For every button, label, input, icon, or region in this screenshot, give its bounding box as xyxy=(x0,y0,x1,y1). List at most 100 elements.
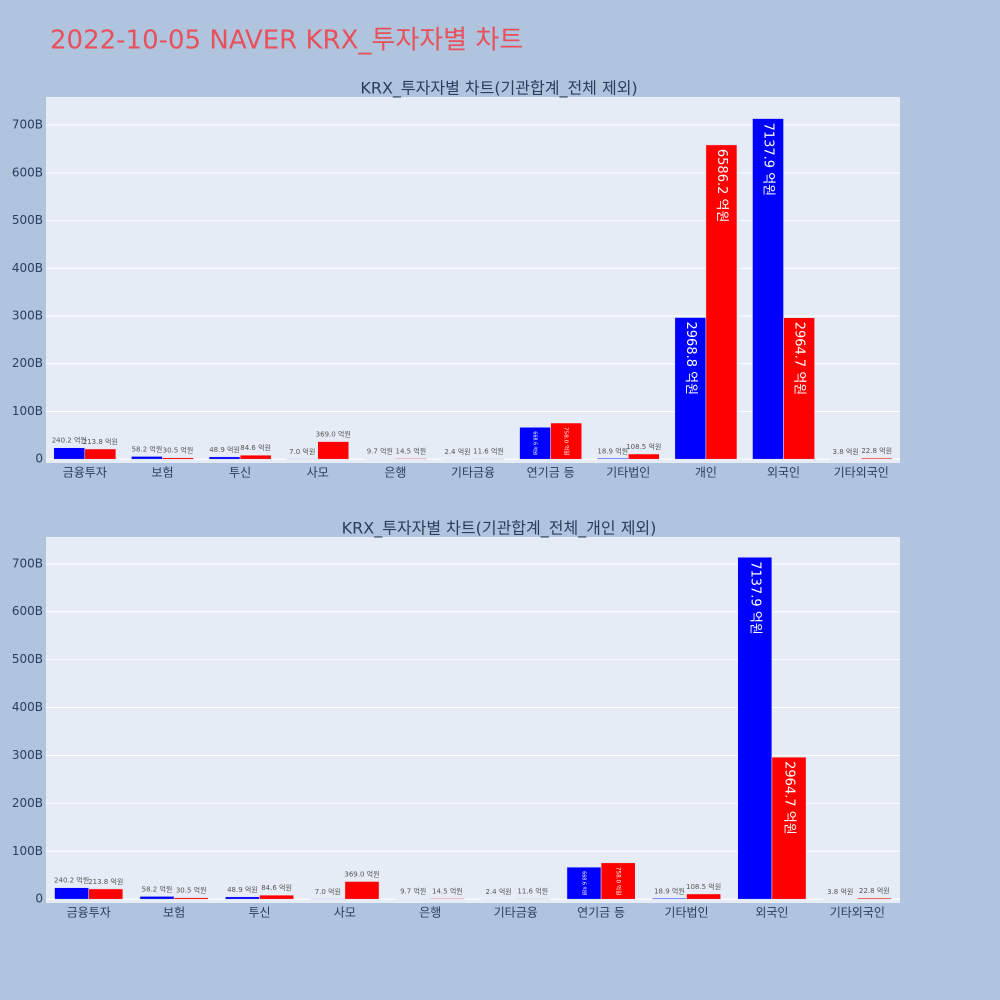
x-tick-label: 기타외국인 xyxy=(830,906,885,920)
value-label: 3.8 억원 xyxy=(827,887,853,896)
bar xyxy=(752,118,784,460)
value-label: 84.6 억원 xyxy=(261,883,292,892)
x-tick-label: 사모 xyxy=(307,466,329,480)
value-label: 108.5 억원 xyxy=(626,442,661,451)
value-label: 2.4 억원 xyxy=(485,887,511,896)
y-tick-label: 200B xyxy=(12,356,43,370)
x-tick-label: 외국인 xyxy=(755,906,788,920)
value-label: 2968.8 억원 xyxy=(683,322,698,396)
bar xyxy=(550,422,582,460)
x-tick-label: 사모 xyxy=(334,906,356,920)
x-tick-label: 금융투자 xyxy=(63,466,107,480)
bar xyxy=(317,441,350,460)
y-tick-label: 400B xyxy=(12,261,43,275)
value-label: 30.5 억원 xyxy=(163,446,194,455)
value-label: 11.6 억원 xyxy=(473,447,504,456)
bar xyxy=(225,896,260,900)
y-tick-label: 600B xyxy=(12,604,43,618)
value-label: 48.9 억원 xyxy=(209,445,240,454)
bar xyxy=(139,896,175,900)
value-label: 2964.7 억원 xyxy=(781,761,796,835)
bar xyxy=(686,893,721,900)
x-tick-label: 은행 xyxy=(384,465,406,480)
bar xyxy=(519,427,551,460)
value-label: 58.2 억원 xyxy=(142,884,173,893)
bar xyxy=(208,456,241,460)
y-tick-label: 300B xyxy=(12,748,43,762)
x-tick-label: 개인 xyxy=(695,466,717,480)
y-tick-label: 400B xyxy=(12,700,43,714)
value-label: 14.5 억원 xyxy=(432,886,463,895)
value-label: 6586.2 억원 xyxy=(714,149,729,223)
y-tick-label: 100B xyxy=(12,844,43,858)
x-tick-label: 기타금융 xyxy=(494,906,538,920)
value-label: 58.2 억원 xyxy=(132,444,163,453)
value-label: 18.9 억원 xyxy=(654,886,685,895)
bar xyxy=(430,898,465,900)
value-label: 14.5 억원 xyxy=(396,446,427,455)
value-label: 7.0 억원 xyxy=(289,447,315,456)
bar xyxy=(600,862,636,900)
y-tick-label: 700B xyxy=(12,556,43,570)
y-tick-label: 700B xyxy=(12,118,43,132)
value-label: 22.8 억원 xyxy=(859,886,890,895)
bar xyxy=(860,457,893,460)
value-label: 240.2 억원 xyxy=(54,876,89,885)
bar xyxy=(566,866,602,900)
x-tick-label: 보험 xyxy=(151,466,173,480)
bar xyxy=(472,458,505,460)
value-label: 2.4 억원 xyxy=(444,447,470,456)
bar xyxy=(173,897,209,900)
bar xyxy=(131,456,163,460)
y-tick-label: 0 xyxy=(35,452,43,466)
bar xyxy=(857,897,892,900)
value-label: 369.0 억원 xyxy=(344,869,379,878)
value-label: 3.8 억원 xyxy=(833,447,859,456)
chart-title: KRX_투자자별 차트(기관합계_전체_개인 제외) xyxy=(342,519,657,539)
value-label: 7137.9 억원 xyxy=(747,561,762,635)
bar xyxy=(84,448,117,460)
bar xyxy=(771,756,807,900)
value-label: 213.8 억원 xyxy=(83,437,118,446)
value-label: 213.8 억원 xyxy=(88,877,123,886)
x-tick-label: 기타법인 xyxy=(664,906,708,920)
y-tick-label: 300B xyxy=(12,309,43,323)
x-tick-label: 연기금 등 xyxy=(577,906,625,920)
value-label: 668.6 억원 xyxy=(581,871,588,895)
bar xyxy=(737,556,773,900)
y-tick-label: 500B xyxy=(12,213,43,227)
x-tick-label: 은행 xyxy=(419,905,441,920)
bar xyxy=(259,894,294,900)
x-tick-label: 기타외국인 xyxy=(834,466,889,480)
bar xyxy=(674,317,707,460)
bar xyxy=(344,881,380,900)
y-tick-label: 100B xyxy=(12,404,43,418)
x-tick-label: 보험 xyxy=(163,906,185,920)
x-tick-label: 투신 xyxy=(248,906,270,920)
x-tick-label: 기타법인 xyxy=(606,466,650,480)
value-label: 108.5 억원 xyxy=(686,882,721,891)
x-tick-label: 투신 xyxy=(229,466,251,480)
value-label: 2964.7 억원 xyxy=(792,322,807,396)
value-label: 11.6 억원 xyxy=(517,887,548,896)
bar xyxy=(53,447,86,460)
value-label: 369.0 억원 xyxy=(316,430,351,439)
value-label: 758.0 억원 xyxy=(563,427,571,455)
bar xyxy=(88,888,124,900)
bar xyxy=(783,317,815,460)
bar xyxy=(395,458,427,460)
bar xyxy=(628,453,660,460)
value-label: 30.5 억원 xyxy=(176,886,207,895)
value-label: 7.0 억원 xyxy=(315,887,341,896)
value-label: 758.0 억원 xyxy=(615,867,623,896)
value-label: 84.6 억원 xyxy=(240,443,271,452)
value-label: 7137.9 억원 xyxy=(761,123,776,197)
bar xyxy=(515,898,551,900)
bar xyxy=(162,457,194,460)
y-tick-label: 200B xyxy=(12,796,43,810)
y-tick-label: 600B xyxy=(12,165,43,179)
bar xyxy=(239,454,272,460)
value-label: 22.8 억원 xyxy=(861,446,892,455)
